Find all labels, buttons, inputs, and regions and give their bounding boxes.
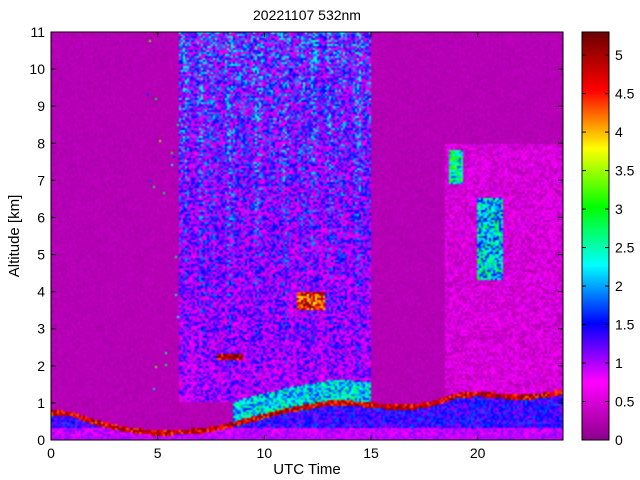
- y-tick-label: 2: [37, 358, 45, 374]
- y-tick-label: 4: [37, 284, 45, 300]
- y-tick-label: 1: [37, 395, 45, 411]
- colorbar-tick-label: 5: [615, 47, 623, 63]
- x-axis: 0 5 10 15 20: [47, 32, 486, 461]
- colorbar-tick-label: 3.5: [615, 163, 635, 179]
- y-tick-label: 7: [37, 172, 45, 188]
- x-tick-label: 20: [470, 445, 486, 461]
- x-tick-label: 15: [363, 445, 379, 461]
- colorbar-tick-label: 1: [615, 355, 623, 371]
- colorbar-tick-label: 2.5: [615, 240, 635, 256]
- colorbar-tick-label: 4.5: [615, 86, 635, 102]
- backscatter-heatmap: [51, 32, 563, 440]
- y-tick-label: 5: [37, 247, 45, 263]
- y-tick-label: 6: [37, 209, 45, 225]
- y-axis-label: Altitude [km]: [6, 195, 23, 278]
- chart-title: 20221107 532nm: [253, 7, 361, 23]
- colorbar-tick-label: 0: [615, 432, 623, 448]
- y-tick-label: 9: [37, 98, 45, 114]
- y-tick-label: 3: [37, 321, 45, 337]
- x-axis-label: UTC Time: [273, 461, 341, 478]
- y-tick-label: 8: [37, 135, 45, 151]
- y-tick-label: 10: [29, 61, 45, 77]
- colorbar-scale: [581, 31, 610, 441]
- colorbar-tick-label: 1.5: [615, 317, 635, 333]
- plot-frame: [50, 31, 564, 441]
- x-tick-label: 10: [257, 445, 273, 461]
- x-tick-label: 0: [47, 445, 55, 461]
- colorbar-tick-label: 4: [615, 124, 623, 140]
- x-tick-label: 5: [154, 445, 162, 461]
- colorbar: 0 0.5 1 1.5 2 2.5 3 3.5 4 4.5 5: [581, 31, 635, 448]
- colorbar-tick-label: 2: [615, 278, 623, 294]
- y-axis: 0 1 2 3 4 5 6 7 8 9 10 11: [29, 24, 563, 448]
- colorbar-tick-label: 3: [615, 201, 623, 217]
- plot-area: [50, 31, 564, 441]
- colorbar-tick-label: 0.5: [615, 394, 635, 410]
- colorbar-ticks: 0 0.5 1 1.5 2 2.5 3 3.5 4 4.5 5: [582, 47, 635, 448]
- y-tick-label: 11: [30, 24, 45, 40]
- y-tick-label: 0: [37, 432, 45, 448]
